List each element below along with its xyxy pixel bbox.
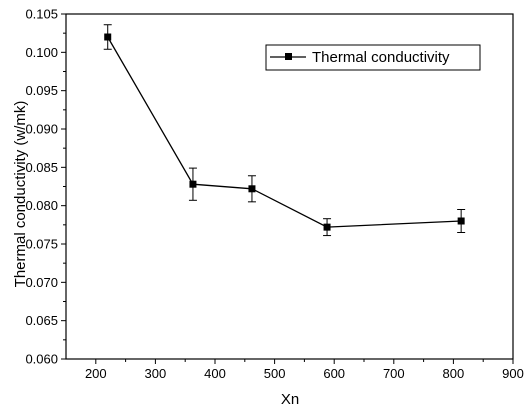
- y-tick-label: 0.100: [25, 45, 58, 60]
- y-tick-label: 0.095: [25, 83, 58, 98]
- y-axis-title: Thermal conductivity (w/mk): [12, 101, 29, 288]
- legend-marker-square: [285, 53, 292, 60]
- y-tick-label: 0.065: [25, 313, 58, 328]
- data-point-marker: [104, 33, 112, 41]
- x-tick-label: 600: [323, 366, 345, 381]
- y-tick-label: 0.090: [25, 122, 58, 137]
- x-tick-label: 200: [85, 366, 107, 381]
- x-tick-label: 500: [264, 366, 286, 381]
- y-tick-label: 0.105: [25, 7, 58, 22]
- y-tick-label: 0.080: [25, 198, 58, 213]
- x-tick-label: 300: [145, 366, 167, 381]
- legend-series-label: Thermal conductivity: [312, 49, 450, 66]
- y-tick-label: 0.070: [25, 275, 58, 290]
- x-axis-title: Xn: [281, 391, 299, 408]
- x-tick-label: 400: [204, 366, 226, 381]
- y-tick-label: 0.060: [25, 352, 58, 367]
- ticks: 200 300 400 500 600 700 800 900 0.060 0.065 0.070 0…: [25, 7, 523, 382]
- x-tick-label: 700: [383, 366, 405, 381]
- series-layer: [103, 24, 466, 237]
- data-point-marker: [248, 185, 256, 193]
- data-point-marker: [457, 217, 465, 225]
- y-tick-label: 0.075: [25, 237, 58, 252]
- x-tick-label: 800: [443, 366, 465, 381]
- legend: Thermal conductivity: [265, 44, 481, 71]
- data-point-marker: [189, 180, 197, 188]
- data-point-marker: [323, 223, 331, 231]
- x-tick-label: 900: [502, 366, 524, 381]
- y-tick-label: 0.085: [25, 160, 58, 175]
